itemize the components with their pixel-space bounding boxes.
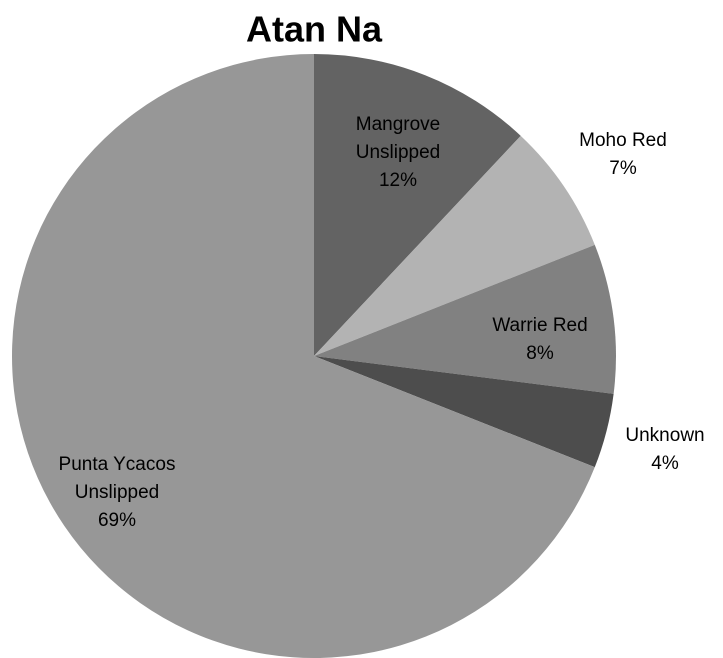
value-label: 4% — [651, 453, 679, 474]
value-label: 7% — [609, 158, 637, 179]
pie-slice — [314, 244, 616, 394]
category-label: Mangrove Unslipped — [355, 114, 441, 163]
value-label: 8% — [526, 343, 554, 364]
value-label: 12% — [378, 170, 418, 191]
pie-slice — [314, 135, 595, 356]
category-label: Punta Ycacos Unslipped — [58, 454, 176, 503]
slice-label: Unknown 4% — [605, 422, 723, 478]
chart-title: Atan Na — [246, 9, 383, 50]
category-label: Unknown — [625, 425, 705, 446]
slice-label: Warrie Red 8% — [470, 312, 610, 368]
slice-label: Moho Red 7% — [553, 127, 693, 183]
pie-slice — [314, 54, 521, 356]
pie-slice — [314, 356, 614, 468]
slice-label: Punta Ycacos Unslipped 69% — [37, 451, 197, 535]
category-label: Warrie Red — [492, 315, 588, 336]
value-label: 69% — [97, 510, 137, 531]
pie-slice — [11, 54, 595, 658]
slice-label: Mangrove Unslipped 12% — [333, 111, 463, 195]
category-label: Moho Red — [579, 130, 667, 151]
